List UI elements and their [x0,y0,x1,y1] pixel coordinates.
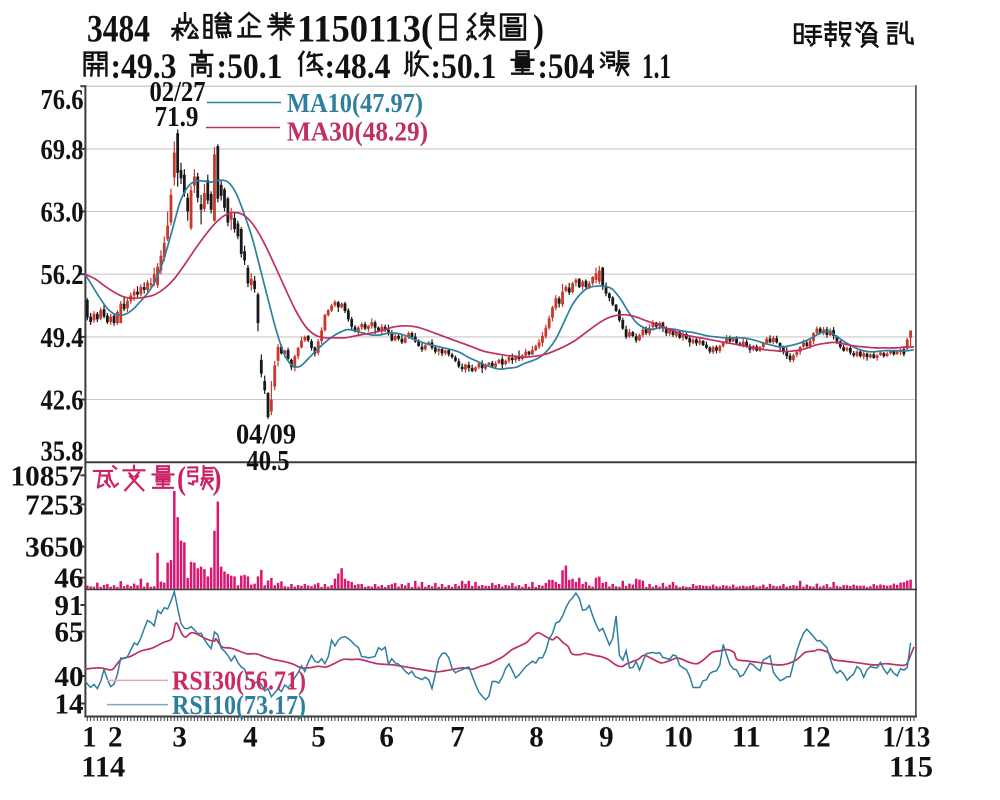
svg-text::48.4: :48.4 [325,46,391,86]
svg-text:91: 91 [55,591,84,622]
svg-text:49.4: 49.4 [41,323,84,354]
svg-text::50.1: :50.1 [431,46,497,86]
svg-text:RSI30(56.71): RSI30(56.71) [172,665,306,696]
svg-text::49.3: :49.3 [111,46,177,86]
svg-text:(: ( [177,461,186,497]
svg-text:40: 40 [55,662,84,693]
svg-text:1: 1 [82,722,97,754]
svg-text:11: 11 [732,722,761,754]
svg-text:5: 5 [311,722,326,754]
svg-text:40.5: 40.5 [247,446,290,477]
svg-text:): ) [533,8,544,51]
svg-text:12: 12 [802,722,831,754]
svg-text:7: 7 [450,722,465,754]
svg-text:14: 14 [55,690,84,721]
svg-text:3484: 3484 [87,8,150,51]
svg-text::504: :504 [538,46,595,86]
svg-text:46: 46 [54,564,83,595]
svg-text:56.2: 56.2 [41,260,84,291]
svg-text:): ) [213,461,222,497]
svg-text:9: 9 [599,722,614,754]
svg-text:1.1: 1.1 [642,46,671,86]
svg-text:65: 65 [55,618,84,649]
svg-text:8: 8 [529,722,544,754]
svg-text:MA10(47.97): MA10(47.97) [287,88,423,118]
svg-text:02/27: 02/27 [150,77,206,108]
svg-text:MA30(48.29): MA30(48.29) [287,117,428,147]
svg-text:3: 3 [172,722,187,754]
svg-text:63.0: 63.0 [41,198,84,229]
svg-text:2: 2 [108,722,123,754]
svg-text::50.1: :50.1 [217,46,283,86]
svg-text:71.9: 71.9 [155,102,199,133]
svg-text:4: 4 [243,722,258,754]
svg-text:3650: 3650 [25,533,83,564]
svg-text:04/09: 04/09 [236,420,296,451]
svg-text:114: 114 [81,752,125,784]
svg-text:1150113(: 1150113( [297,8,433,51]
svg-text:76.6: 76.6 [41,85,84,116]
svg-text:RSI10(73.17): RSI10(73.17) [172,689,306,720]
svg-text:10857: 10857 [11,461,84,492]
svg-text:42.6: 42.6 [41,386,84,417]
svg-text:69.8: 69.8 [41,135,84,166]
svg-text:35.8: 35.8 [41,437,84,468]
svg-text:10: 10 [664,722,693,754]
svg-text:6: 6 [379,722,394,754]
svg-text:7253: 7253 [25,490,83,521]
svg-text:115: 115 [889,752,933,784]
svg-text:1/13: 1/13 [882,722,930,754]
